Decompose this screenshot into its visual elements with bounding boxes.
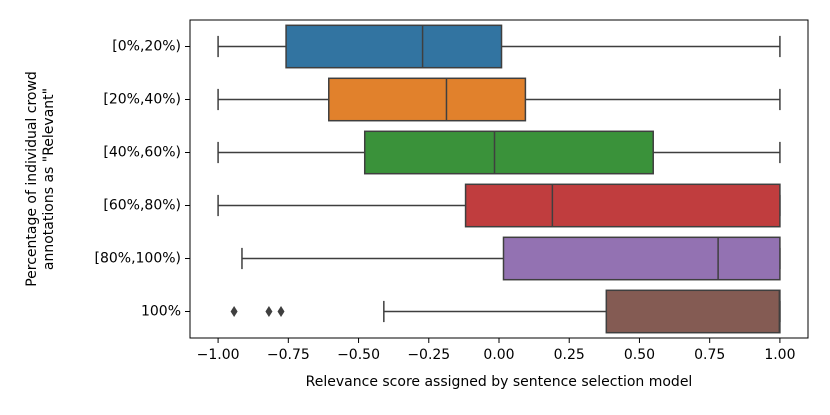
x-tick-label: −1.00 — [197, 347, 240, 363]
box — [464, 183, 781, 228]
y-tick-label: [60%,80%) — [103, 198, 181, 214]
x-tick-label: 0.50 — [624, 347, 655, 363]
x-tick-label: 0.75 — [694, 347, 725, 363]
y-tick-label: 100% — [141, 304, 181, 320]
x-tick-label: −0.75 — [267, 347, 310, 363]
y-tick-label: [0%,20%) — [112, 39, 181, 55]
box — [363, 130, 654, 175]
box — [605, 289, 781, 334]
x-tick-label: −0.50 — [337, 347, 380, 363]
y-tick-label: [40%,60%) — [103, 145, 181, 161]
flier — [277, 306, 285, 317]
box — [285, 24, 503, 69]
x-tick-label: −0.25 — [407, 347, 450, 363]
y-axis-label-line: annotations as "Relevant" — [41, 88, 57, 270]
box — [328, 77, 527, 122]
y-axis-label-line: Percentage of individual crowd — [24, 71, 40, 287]
y-tick-label: [80%,100%) — [94, 251, 181, 267]
x-tick-label: 1.00 — [764, 347, 795, 363]
x-tick-label: 0.25 — [554, 347, 585, 363]
box — [502, 236, 781, 281]
y-tick-label: [20%,40%) — [103, 92, 181, 108]
flier — [265, 306, 273, 317]
x-tick-label: 0.00 — [483, 347, 514, 363]
flier — [230, 306, 238, 317]
y-axis-label: Percentage of individual crowd annotatio… — [24, 71, 57, 287]
plot-frame — [189, 19, 809, 339]
x-axis-label: Relevance score assigned by sentence sel… — [306, 374, 693, 390]
